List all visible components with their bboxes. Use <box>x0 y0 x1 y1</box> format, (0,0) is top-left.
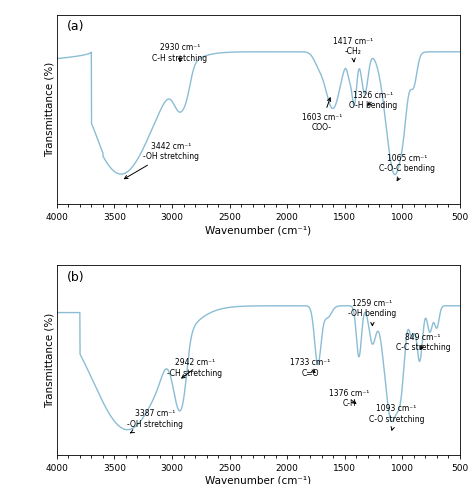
Text: 1417 cm⁻¹
-CH₂: 1417 cm⁻¹ -CH₂ <box>333 37 373 62</box>
Y-axis label: Transmittance (%): Transmittance (%) <box>44 312 54 408</box>
Text: 849 cm⁻¹
C-C stretching: 849 cm⁻¹ C-C stretching <box>396 333 450 352</box>
Text: 1326 cm⁻¹
O-H bending: 1326 cm⁻¹ O-H bending <box>349 91 398 110</box>
Text: 2930 cm⁻¹
C-H stretching: 2930 cm⁻¹ C-H stretching <box>153 44 208 63</box>
Text: 1093 cm⁻¹
C-O stretching: 1093 cm⁻¹ C-O stretching <box>369 404 424 430</box>
Text: 1065 cm⁻¹
C-O-C bending: 1065 cm⁻¹ C-O-C bending <box>379 153 435 181</box>
Text: 1376 cm⁻¹
C-H: 1376 cm⁻¹ C-H <box>329 389 369 408</box>
Text: 1733 cm⁻¹
C=O: 1733 cm⁻¹ C=O <box>290 358 330 378</box>
Text: 1259 cm⁻¹
-OH bending: 1259 cm⁻¹ -OH bending <box>348 299 397 326</box>
Text: 1603 cm⁻¹
COO-: 1603 cm⁻¹ COO- <box>301 98 342 132</box>
Text: 3442 cm⁻¹
-OH stretching: 3442 cm⁻¹ -OH stretching <box>125 142 199 179</box>
Text: 2942 cm⁻¹
-CH stretching: 2942 cm⁻¹ -CH stretching <box>167 358 223 378</box>
Text: (a): (a) <box>67 20 84 33</box>
Y-axis label: Transmittance (%): Transmittance (%) <box>44 62 54 157</box>
X-axis label: Wavenumber (cm⁻¹): Wavenumber (cm⁻¹) <box>205 476 311 484</box>
X-axis label: Wavenumber (cm⁻¹): Wavenumber (cm⁻¹) <box>205 225 311 235</box>
Text: 3387 cm⁻¹
-OH stretching: 3387 cm⁻¹ -OH stretching <box>128 409 183 433</box>
Text: (b): (b) <box>67 271 84 284</box>
